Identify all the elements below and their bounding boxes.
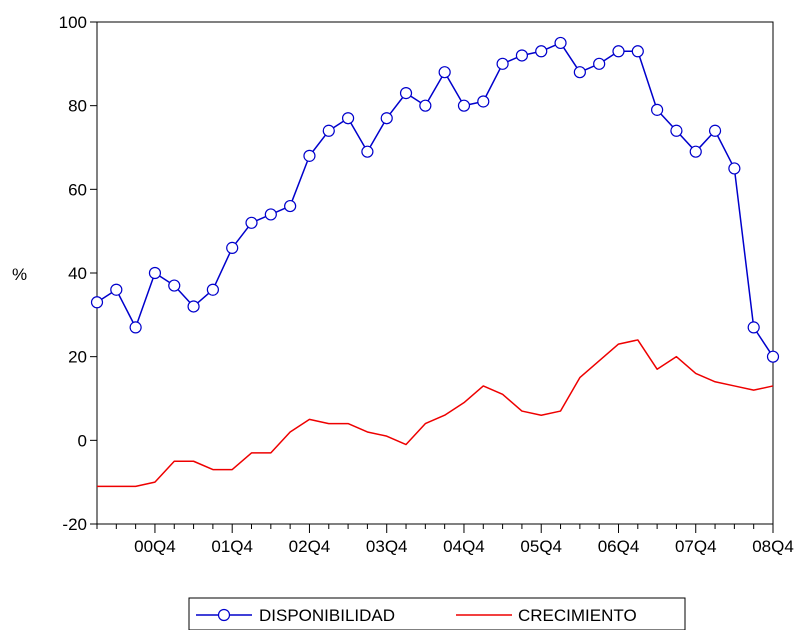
legend-label-crecimiento: CRECIMIENTO xyxy=(518,606,637,625)
data-point-disponibilidad xyxy=(245,216,258,229)
y-axis: -20 0 20 40 60 80 100 xyxy=(59,13,97,534)
y-tick-label: 20 xyxy=(68,348,87,367)
legend-label-disponibilidad: DISPONIBILIDAD xyxy=(259,606,395,625)
legend-item-crecimiento: CRECIMIENTO xyxy=(456,606,637,625)
data-point-disponibilidad xyxy=(399,87,413,100)
legend: DISPONIBILIDAD CRECIMIENTO xyxy=(188,597,686,630)
y-tick-label: 40 xyxy=(68,264,87,283)
x-tick-label: 06Q4 xyxy=(598,537,640,556)
data-point-disponibilidad xyxy=(612,45,625,58)
data-point-disponibilidad xyxy=(90,296,104,309)
data-point-disponibilidad xyxy=(496,57,509,70)
data-point-disponibilidad xyxy=(303,149,316,162)
data-point-disponibilidad xyxy=(457,99,471,112)
data-point-disponibilidad xyxy=(322,124,335,137)
plot-frame xyxy=(96,21,774,525)
data-point-disponibilidad xyxy=(554,36,567,50)
data-point-disponibilidad xyxy=(110,283,123,296)
data-point-disponibilidad xyxy=(419,99,432,112)
series-layer xyxy=(90,36,780,488)
x-tick-label: 05Q4 xyxy=(520,537,562,556)
series-line-crecimiento xyxy=(97,339,774,488)
y-tick-label: -20 xyxy=(62,515,87,534)
y-tick-label: 100 xyxy=(59,13,87,32)
data-point-disponibilidad xyxy=(168,279,181,292)
data-point-disponibilidad xyxy=(689,145,702,158)
data-point-disponibilidad xyxy=(515,49,529,62)
data-point-disponibilidad xyxy=(341,112,355,125)
data-point-disponibilidad xyxy=(477,95,490,108)
data-point-disponibilidad xyxy=(129,321,142,334)
data-point-disponibilidad xyxy=(438,66,451,79)
data-point-disponibilidad xyxy=(728,162,741,175)
data-point-disponibilidad xyxy=(148,266,162,280)
data-point-disponibilidad xyxy=(535,45,548,58)
data-point-disponibilidad xyxy=(747,321,760,334)
data-point-disponibilidad xyxy=(361,145,374,158)
data-point-disponibilidad xyxy=(670,124,683,137)
x-tick-label: 00Q4 xyxy=(134,537,176,556)
data-point-disponibilidad xyxy=(766,350,780,363)
x-axis: 00Q4 01Q4 02Q4 03Q4 04Q4 05Q4 06Q4 07Q4 08Q4 xyxy=(96,524,794,556)
data-point-disponibilidad xyxy=(206,283,219,296)
x-tick-label: 08Q4 xyxy=(752,537,794,556)
x-tick-label: 02Q4 xyxy=(289,537,331,556)
data-point-disponibilidad xyxy=(573,66,586,79)
legend-box xyxy=(188,597,686,630)
y-tick-label: 80 xyxy=(68,97,87,116)
y-tick-label: 60 xyxy=(68,180,87,199)
x-tick-label: 04Q4 xyxy=(443,537,485,556)
y-axis-label: % xyxy=(12,265,27,284)
x-tick-label: 03Q4 xyxy=(366,537,408,556)
x-tick-label: 07Q4 xyxy=(675,537,717,556)
data-point-disponibilidad xyxy=(264,208,277,221)
data-point-disponibilidad xyxy=(631,45,644,58)
data-point-disponibilidad xyxy=(380,112,393,125)
data-point-disponibilidad xyxy=(226,241,239,254)
legend-marker-disponibilidad xyxy=(217,608,231,622)
data-point-disponibilidad xyxy=(651,103,664,116)
legend-item-disponibilidad: DISPONIBILIDAD xyxy=(196,606,395,625)
data-point-disponibilidad xyxy=(708,124,722,137)
x-tick-label: 01Q4 xyxy=(211,537,253,556)
data-point-disponibilidad xyxy=(593,57,606,70)
y-tick-label: 0 xyxy=(78,431,87,450)
data-point-disponibilidad xyxy=(284,199,297,213)
data-point-disponibilidad xyxy=(187,300,200,313)
